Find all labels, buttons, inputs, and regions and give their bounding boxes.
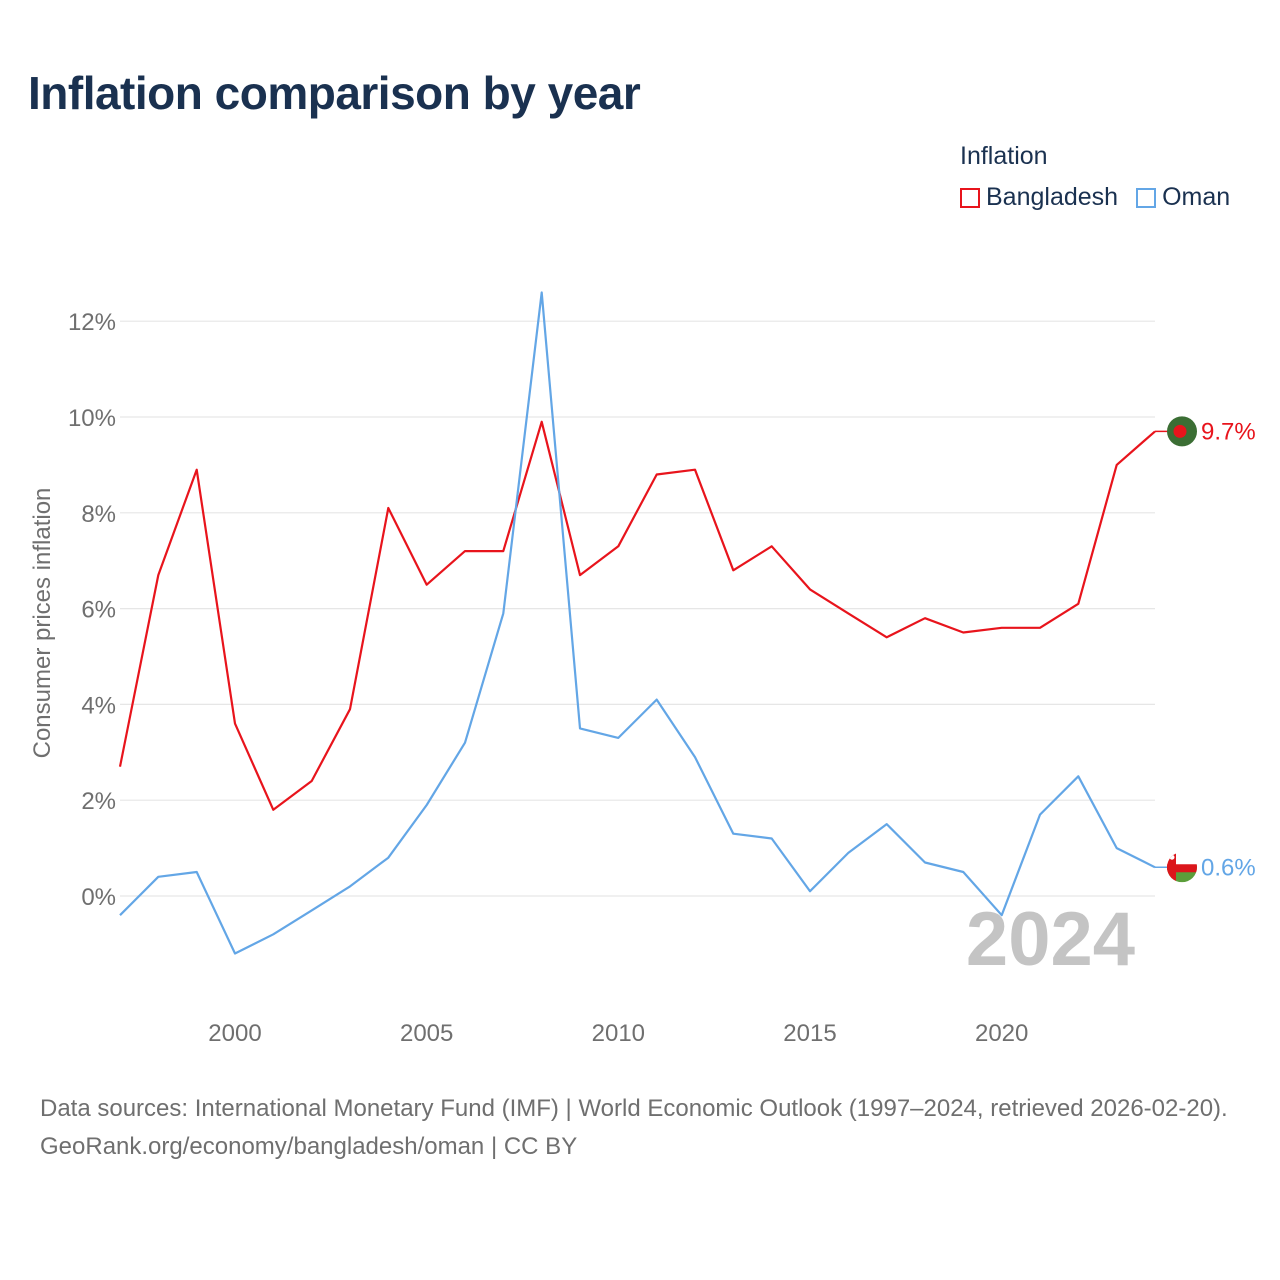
- y-tick-label-10: 10%: [68, 405, 116, 432]
- legend-title: Inflation: [960, 142, 1048, 170]
- attribution-link[interactable]: GeoRank.org/economy/bangladesh/oman | CC…: [40, 1133, 578, 1160]
- x-tick-label-2015: 2015: [783, 1020, 836, 1047]
- y-tick-label-2: 2%: [81, 788, 116, 815]
- y-tick-label-0: 0%: [81, 884, 116, 911]
- legend-item-oman[interactable]: Oman: [1136, 183, 1230, 212]
- flag-oman-body: [1167, 852, 1197, 883]
- y-tick-label-8: 8%: [81, 501, 116, 528]
- y-axis-label: Consumer prices inflation: [29, 488, 56, 759]
- x-tick-label-2005: 2005: [400, 1020, 453, 1047]
- end-value-label-oman: 0.6%: [1201, 854, 1256, 881]
- x-axis-ticks: 2000 2005 2010 2015 2020: [208, 1020, 1028, 1047]
- series-end-markers: 9.7% 0.6%: [1155, 416, 1256, 883]
- footer: Data sources: International Monetary Fun…: [40, 1090, 1250, 1166]
- y-axis-ticks: 0% 2% 4% 6% 8% 10% 12%: [68, 309, 116, 911]
- series-line-bangladesh: [118, 420, 1156, 811]
- x-tick-label-2020: 2020: [975, 1020, 1028, 1047]
- flag-oman-icon: [1167, 852, 1197, 883]
- y-tick-label-12: 12%: [68, 309, 116, 336]
- flag-bangladesh-icon: [1167, 416, 1197, 447]
- flag-oman-red-band: [1167, 864, 1197, 873]
- gridlines: [120, 320, 1155, 897]
- y-tick-label-4: 4%: [81, 692, 116, 719]
- x-tick-label-2000: 2000: [208, 1020, 261, 1047]
- line-chart: 0% 2% 4% 6% 8% 10% 12% 2000 2005 2010 2015 2020 20…: [29, 291, 1256, 1047]
- series-line-oman: [119, 291, 1156, 955]
- legend-swatch-bangladesh: [960, 187, 980, 208]
- flag-oman-red-hoist: [1167, 852, 1176, 883]
- legend-item-bangladesh[interactable]: Bangladesh: [960, 183, 1118, 212]
- chart-title: Inflation comparison by year: [28, 67, 641, 119]
- legend-label-bangladesh: Bangladesh: [986, 183, 1119, 211]
- data-sources: Data sources: International Monetary Fun…: [40, 1095, 1228, 1122]
- legend: Inflation Bangladesh Oman: [960, 142, 1230, 212]
- legend-label-oman: Oman: [1162, 183, 1231, 211]
- legend-swatch-oman: [1136, 187, 1157, 208]
- series-lines: [118, 291, 1156, 955]
- flag-oman-emblem: [1169, 854, 1175, 860]
- y-tick-label-6: 6%: [81, 597, 116, 624]
- x-tick-label-2010: 2010: [592, 1020, 645, 1047]
- end-value-label-bangladesh: 9.7%: [1201, 418, 1256, 445]
- year-watermark: 2024: [966, 897, 1135, 982]
- flag-bangladesh-disc: [1173, 424, 1187, 438]
